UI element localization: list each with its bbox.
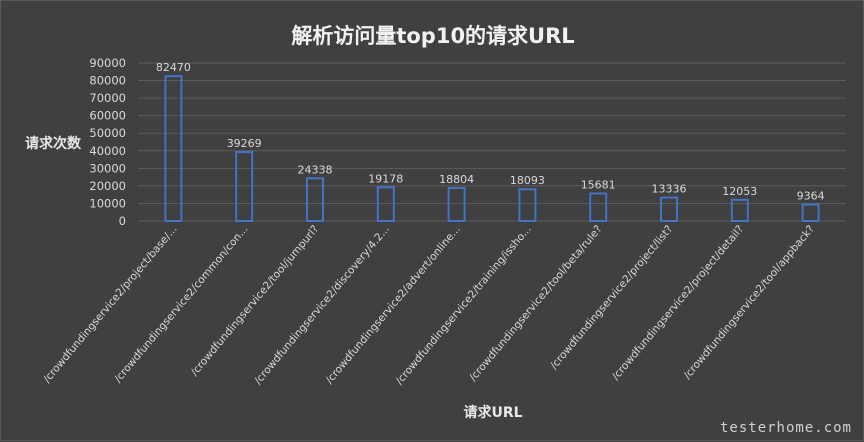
gridlines (138, 62, 846, 222)
data-label: 24338 (298, 163, 333, 176)
data-label: 82470 (156, 61, 191, 74)
category-label: /crowdfundingservice2/discovery/4.2... (252, 223, 392, 387)
data-labels: 82470 39269 24338 19178 18804 18093 15681 13336… (156, 61, 825, 202)
bar (660, 196, 678, 222)
data-label: 39269 (227, 137, 262, 150)
y-tick-label: 0 (119, 214, 126, 228)
y-tick-label: 10000 (89, 196, 126, 210)
data-label: 12053 (722, 185, 757, 198)
y-tick-label: 30000 (89, 161, 126, 175)
bar (518, 188, 537, 223)
y-axis-title: 请求次数 (25, 135, 82, 152)
category-label: /crowdfundingservice2/tool/appback? (681, 223, 817, 381)
bar (306, 177, 324, 222)
category-label: /crowdfundingservice2/training/issho... (394, 223, 534, 387)
category-label: /crowdfundingservice2/tool/jumpurl? (189, 223, 322, 378)
category-label: /crowdfundingservice2/common/con... (112, 223, 250, 385)
bar (235, 151, 254, 223)
data-label: 19178 (368, 172, 403, 185)
y-tick-label: 20000 (89, 179, 126, 193)
category-label: /crowdfundingservice2/project/list? (548, 223, 675, 372)
bar (376, 186, 395, 222)
bar (730, 198, 749, 222)
bar (164, 75, 183, 222)
y-tick-label: 70000 (89, 91, 126, 105)
y-tick-label: 50000 (89, 126, 126, 140)
y-tick-label: 60000 (89, 109, 126, 123)
data-label: 15681 (581, 178, 616, 191)
category-label: /crowdfundingservice2/project/base/... (41, 223, 180, 385)
y-tick-label: 40000 (89, 144, 126, 158)
chart-title: 解析访问量top10的请求URL (291, 24, 574, 48)
y-tick-label: 80000 (89, 74, 126, 88)
bar (589, 192, 608, 222)
category-label: /crowdfundingservice2/project/detail? (610, 223, 746, 382)
data-label: 18093 (510, 174, 545, 187)
bars (164, 75, 820, 223)
data-label: 13336 (652, 183, 687, 196)
y-axis-ticks: 0 10000 20000 30000 40000 50000 60000 70000 8000… (89, 56, 126, 228)
bar (801, 203, 820, 222)
category-label: /crowdfundingservice2/advert/online... (323, 223, 462, 386)
data-label: 9364 (797, 190, 825, 203)
watermark-text: testerhome.com (720, 420, 852, 436)
category-label: /crowdfundingservice2/tool/beta/rule? (467, 223, 604, 383)
category-labels: /crowdfundingservice2/project/base/.../c… (41, 223, 817, 387)
y-tick-label: 90000 (89, 56, 126, 70)
bar (447, 186, 466, 223)
x-axis-title: 请求URL (463, 404, 522, 421)
data-label: 18804 (439, 173, 474, 186)
